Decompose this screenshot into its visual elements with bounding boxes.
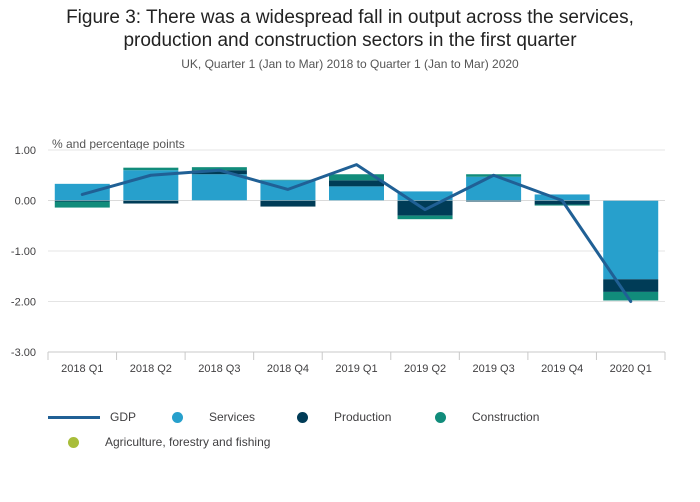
bar-services-4 — [329, 186, 384, 201]
bar-construction-4 — [329, 174, 384, 181]
x-tick-label-0: 2018 Q1 — [61, 363, 103, 375]
bar-services-8 — [603, 200, 659, 280]
x-tick-label-8: 2020 Q1 — [610, 363, 652, 375]
y-tick-label-1: 0.00 — [15, 196, 36, 208]
bar-construction-5 — [397, 215, 453, 220]
bar-production-4 — [329, 180, 384, 187]
x-tick-label-6: 2019 Q3 — [473, 363, 515, 375]
x-tick-label-5: 2019 Q2 — [404, 363, 446, 375]
x-tick-label-1: 2018 Q2 — [130, 363, 172, 375]
legend-item-production: Production — [297, 410, 391, 424]
bar-production-0 — [54, 200, 110, 202]
chart-title-line-2: production and construction sectors in t… — [123, 30, 577, 51]
legend-production-label: Production — [334, 410, 392, 424]
legend-production-swatch — [297, 411, 308, 423]
legend-agriculture-label: Agriculture, forestry and fishing — [105, 435, 271, 449]
bar-construction-2 — [191, 167, 247, 171]
bar-services-6 — [466, 176, 522, 201]
chart-title: Figure 3: There was a widespread fall in… — [0, 6, 700, 52]
bar-services-0 — [54, 183, 110, 201]
legend-services-label: Services — [209, 410, 256, 424]
bar-services-7 — [534, 194, 590, 201]
legend-item-gdp: GDP — [48, 410, 136, 424]
bar-production-8 — [603, 279, 659, 292]
y-tick-label-3: -2.00 — [11, 297, 36, 309]
legend-item-agriculture: Agriculture, forestry and fishing — [68, 435, 270, 449]
bar-production-3 — [260, 200, 316, 207]
bar-construction-8 — [603, 291, 659, 301]
x-tick-label-3: 2018 Q4 — [267, 363, 309, 375]
legend-construction-swatch — [435, 411, 446, 423]
x-tick-label-4: 2019 Q1 — [335, 363, 377, 375]
chart-subtitle: UK, Quarter 1 (Jan to Mar) 2018 to Quart… — [181, 57, 519, 71]
legend-item-construction: Construction — [435, 410, 539, 424]
bar-production-6 — [466, 200, 522, 202]
y-axis-unit-label: % and percentage points — [52, 137, 185, 151]
bar-production-2 — [191, 170, 247, 175]
legend-agriculture-swatch — [68, 436, 79, 448]
bar-construction-3 — [260, 179, 316, 181]
x-tick-label-2: 2018 Q3 — [198, 363, 240, 375]
bar-construction-7 — [534, 204, 590, 206]
bar-production-1 — [123, 200, 179, 204]
y-tick-label-4: -3.00 — [11, 347, 36, 359]
bar-construction-0 — [54, 201, 110, 208]
legend-construction-label: Construction — [472, 410, 540, 424]
legend-gdp-label: GDP — [110, 410, 137, 424]
bar-construction-1 — [123, 167, 179, 171]
x-tick-label-7: 2019 Q4 — [541, 363, 583, 375]
y-tick-label-0: 1.00 — [15, 145, 36, 157]
legend-services-swatch — [172, 411, 183, 423]
y-tick-label-2: -1.00 — [11, 246, 36, 258]
legend-item-services: Services — [172, 410, 255, 424]
chart-title-line-1: Figure 3: There was a widespread fall in… — [66, 7, 634, 28]
bar-services-5 — [397, 191, 453, 201]
legend-gdp-line-swatch — [48, 415, 100, 419]
bar-services-2 — [191, 174, 247, 201]
